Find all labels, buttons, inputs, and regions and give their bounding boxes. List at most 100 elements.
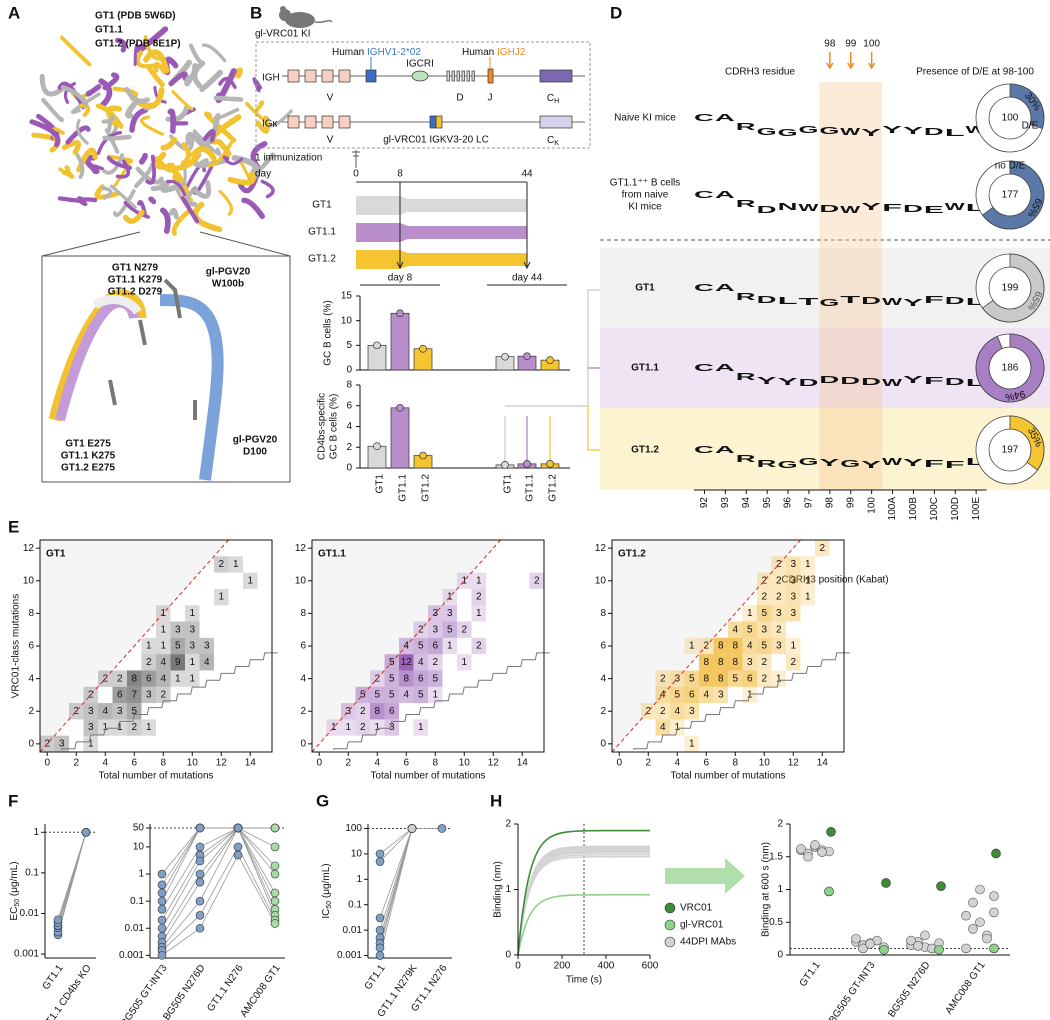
cell-label: 5: [732, 673, 738, 684]
locus-label: IGH: [262, 73, 280, 84]
y-tick-label: 6: [300, 641, 306, 652]
ribbon: [104, 128, 120, 154]
heat-cell: [670, 686, 685, 704]
binding-curve: [517, 853, 650, 956]
cell-label: 5: [418, 690, 424, 701]
point: [233, 842, 243, 852]
cell-label: 4: [204, 657, 210, 668]
ribbon: [254, 100, 265, 113]
bar-point: [396, 403, 404, 412]
connector-line: [161, 846, 276, 951]
heat-cell: [112, 703, 127, 720]
bar-point: [373, 341, 381, 350]
donut-center: 186: [1002, 363, 1019, 374]
ribbon: [90, 164, 105, 174]
residue-arrow: [847, 52, 855, 70]
ribbon: [250, 152, 276, 174]
group-label: GT1.1: [308, 227, 336, 238]
x-tick-label: 400: [598, 961, 615, 972]
heat-cell: [214, 556, 229, 573]
y-tick-label: 8: [346, 380, 352, 391]
diagonal: [311, 539, 501, 753]
logo-letter: G: [799, 457, 819, 468]
ribbon: [193, 179, 212, 199]
ribbon: [166, 179, 187, 197]
ribbon: [122, 209, 145, 224]
logo-letter: D: [945, 296, 965, 307]
point: [851, 933, 861, 944]
row-label: from naive: [622, 190, 669, 201]
y-tick-label: 4: [28, 673, 34, 684]
connector-line: [379, 828, 413, 919]
cell-label: 3: [117, 706, 123, 717]
threshold-line: [333, 652, 550, 750]
cell-label: 2: [761, 592, 767, 603]
heat-cell: [54, 735, 69, 752]
point: [989, 907, 999, 918]
point: [375, 925, 385, 935]
ribbon: [63, 81, 76, 104]
ribbon: [184, 75, 193, 87]
ribbon: [159, 294, 224, 481]
x-tick-label: 10: [759, 758, 771, 769]
y-tick-label: 10: [133, 842, 145, 853]
segment-label: CH: [547, 93, 559, 105]
x-tick-label: 0: [515, 961, 521, 972]
x-tick-label: 10: [187, 758, 199, 769]
logo-letter: R: [736, 372, 758, 383]
group-label: GT1.2: [308, 254, 336, 265]
zoom-line: [41, 231, 141, 257]
heat-cell: [141, 686, 156, 704]
day-label: 8: [397, 169, 403, 180]
point: [195, 877, 205, 887]
ribbon: [58, 167, 75, 179]
ribbon: [168, 71, 188, 87]
y-axis-label: CD4bs-specific: [317, 393, 328, 460]
logo-letter: W: [882, 457, 903, 468]
heat-cell: [141, 654, 156, 671]
logo-letter: F: [882, 203, 902, 214]
point: [920, 930, 930, 941]
ribbon: [241, 197, 265, 220]
point: [936, 881, 946, 892]
x-tick-label: 100C: [929, 497, 940, 521]
cell-label: 1: [689, 641, 695, 652]
ribbon: [252, 77, 263, 93]
cell-label: 2: [218, 559, 224, 570]
point: [810, 840, 820, 850]
heat-cell: [786, 654, 801, 671]
ribbon: [102, 134, 132, 141]
logo-letter: T: [840, 295, 860, 306]
y-tick-label: 6: [600, 641, 606, 652]
gene-label: Human IGHV1-2*02: [332, 47, 421, 58]
heat-cell: [786, 588, 801, 606]
x-tick-label: BG505 N276D: [161, 963, 207, 1020]
ribbon: [218, 189, 233, 216]
heat-cell: [471, 605, 486, 622]
x-axis-label: Total number of mutations: [98, 771, 213, 782]
logo-letter: F: [924, 295, 944, 306]
cell-label: 1: [117, 722, 123, 733]
x-axis-label: Total number of mutations: [670, 771, 785, 782]
x-tick-label: 600: [642, 961, 659, 972]
group-bar: [356, 196, 527, 215]
cell-label: 1: [218, 592, 224, 603]
cell-label: 1: [805, 592, 811, 603]
point: [195, 896, 205, 906]
ribbon: [154, 151, 176, 170]
heat-cell: [428, 621, 443, 638]
donut-label: 94%: [1004, 388, 1026, 403]
cell-label: 12: [401, 657, 413, 668]
ribbon: [160, 136, 178, 151]
heat-cell: [800, 572, 815, 589]
y-tick-label: 10: [351, 849, 363, 860]
ribbon: [145, 154, 157, 185]
connector-line: [379, 828, 413, 862]
threshold-line: [61, 652, 278, 750]
y-tick-label: 8: [300, 608, 306, 619]
logo-letter: L: [778, 296, 798, 307]
point: [968, 923, 978, 934]
heat-cell: [370, 703, 385, 720]
ribbon: [94, 184, 120, 200]
heat-cell: [684, 670, 699, 687]
